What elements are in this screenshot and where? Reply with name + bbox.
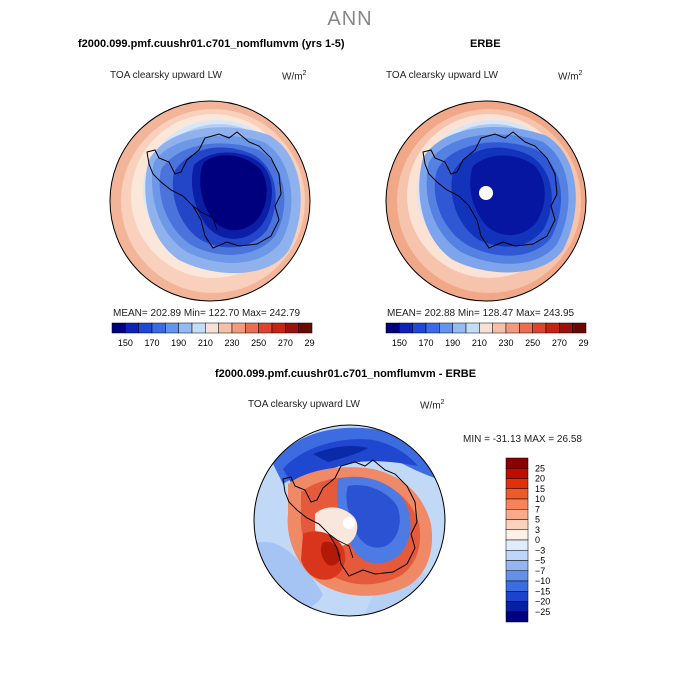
panel-diff-colorbar-swatch [505,550,529,561]
panel-model-colorbar-tick-label: 170 [144,338,159,348]
panel-obs-colorbar-swatch [412,322,427,334]
panel-obs-colorbar-swatch [452,322,467,334]
panel-diff-colorbar-tick-label: 7 [535,504,540,514]
panel-obs-colorbar-swatch [532,322,547,334]
panel-model-colorbar-tick-label: 150 [118,338,133,348]
panel-diff-colorbar-swatch [505,478,529,489]
panel-model-colorbar-swatch [298,322,313,334]
panel-diff-colorbar-tick-label: 15 [535,484,545,494]
panel-model-colorbar-swatch [245,322,259,334]
panel-model-colorbar-swatch [285,322,299,334]
panel-diff-stats: MIN = -31.13 MAX = 26.58 [463,434,582,445]
panel-diff-colorbar-tick-label: 10 [535,494,545,504]
panel-obs-colorbar-swatch [559,322,573,334]
panel-model-colorbar-swatch [178,322,193,334]
panel-obs-colorbar-swatch [519,322,533,334]
panel-diff-variable: TOA clearsky upward LW [248,399,360,410]
panel-model-variable: TOA clearsky upward LW [110,70,222,81]
panel-diff-colorbar-tick-label: −7 [535,566,545,576]
panel-diff-colorbar-swatch [505,468,529,479]
panel-model-colorbar-swatch [191,322,206,334]
panel-diff-colorbar-swatch [505,570,529,582]
panel-model-colorbar-swatch [258,322,273,334]
panel-diff-colorbar-tick-label: −3 [535,545,545,555]
panel-obs-polar-map [385,100,587,302]
panel-model-colorbar-swatch [218,322,233,334]
panel-obs-colorbar-swatch [439,322,453,334]
panel-obs-colorbar: 150 170 190 210 230 250 270 290 [385,322,589,348]
panel-model-colorbar-tick-label: 270 [278,338,293,348]
panel-diff-colorbar-swatch [505,488,529,500]
panel-model-polar-map [109,100,311,302]
panel-obs-colorbar-tick-label: 190 [445,338,460,348]
panel-diff-colorbar-swatch [505,560,529,571]
panel-diff-colorbar-swatch [505,529,529,541]
panel-diff-colorbar-swatch [505,457,529,469]
panel-obs-colorbar-swatch [572,322,587,334]
panel-obs-colorbar-tick-label: 290 [578,338,589,348]
panel-diff-colorbar-swatch [505,509,529,520]
panel-obs-variable: TOA clearsky upward LW [386,70,498,81]
panel-obs-colorbar-tick-label: 230 [498,338,513,348]
panel-diff-colorbar-tick-label: 5 [535,515,540,525]
panel-model-colorbar-swatch [125,322,139,334]
panel-model-colorbar-tick-label: 190 [171,338,186,348]
panel-obs-colorbar-tick-label: 170 [418,338,433,348]
panel-model-colorbar-swatch [205,322,219,334]
panel-obs-colorbar-swatch [425,322,440,334]
panel-obs-colorbar-swatch [505,322,520,334]
panel-obs-title: ERBE [470,38,501,50]
panel-obs-colorbar-tick-label: 150 [392,338,407,348]
panel-obs-colorbar-swatch [492,322,507,334]
figure-title: ANN [327,8,373,30]
panel-diff-colorbar-swatch [505,601,529,612]
panel-model-colorbar-tick-label: 250 [251,338,266,348]
panel-model-colorbar-tick-label: 230 [224,338,239,348]
panel-obs-units: W/m2 [558,70,583,83]
panel-obs-colorbar-swatch [385,322,400,334]
panel-obs-colorbar-swatch [399,322,413,334]
panel-obs-colorbar-swatch [545,322,560,334]
panel-obs-stats: MEAN= 202.88 Min= 128.47 Max= 243.95 [387,308,575,319]
panel-model-colorbar-swatch [111,322,126,334]
panel-diff-colorbar-tick-label: −5 [535,556,545,566]
panel-obs-colorbar-tick-label: 270 [552,338,567,348]
panel-diff-colorbar-swatch [505,519,529,530]
panel-model-colorbar-swatch [231,322,246,334]
panel-diff-colorbar-tick-label: −25 [535,607,550,617]
panel-obs-colorbar-swatch [465,322,480,334]
panel-model-colorbar: 150 170 190 210 230 250 270 290 [111,322,315,348]
panel-obs-colorbar-swatch [479,322,493,334]
panel-diff-title: f2000.099.pmf.cuushr01.c701_nomflumvm - … [215,368,477,380]
panel-diff-polar-map [253,424,446,617]
panel-diff-colorbar-tick-label: 3 [535,525,540,535]
panel-model-stats: MEAN= 202.89 Min= 122.70 Max= 242.79 [113,308,301,319]
panel-diff-colorbar-swatch [505,580,529,592]
panel-obs-colorbar-tick-label: 210 [472,338,487,348]
panel-diff-colorbar-swatch [505,611,529,623]
panel-obs-colorbar-tick-label: 250 [525,338,540,348]
panel-diff-colorbar-swatch [505,539,529,551]
panel-diff-colorbar-swatch [505,498,529,510]
panel-diff-units: W/m2 [420,399,445,412]
panel-model-title: f2000.099.pmf.cuushr01.c701_nomflumvm (y… [78,38,345,50]
panel-diff-colorbar-tick-label: 0 [535,535,540,545]
panel-model-units: W/m2 [282,70,307,83]
panel-model-colorbar-swatch [271,322,286,334]
panel-diff-colorbar-tick-label: 25 [535,463,545,473]
panel-diff-colorbar-tick-label: −15 [535,586,550,596]
panel-model-colorbar-tick-label: 210 [198,338,213,348]
panel-diff-colorbar-tick-label: −10 [535,576,550,586]
panel-diff-colorbar-tick-label: −20 [535,597,550,607]
panel-diff-colorbar-swatch [505,591,529,602]
panel-diff-colorbar-tick-label: 20 [535,474,545,484]
panel-model-colorbar-swatch [151,322,166,334]
panel-model-colorbar-tick-label: 290 [304,338,315,348]
panel-model-colorbar-swatch [165,322,179,334]
panel-model-colorbar-swatch [138,322,153,334]
